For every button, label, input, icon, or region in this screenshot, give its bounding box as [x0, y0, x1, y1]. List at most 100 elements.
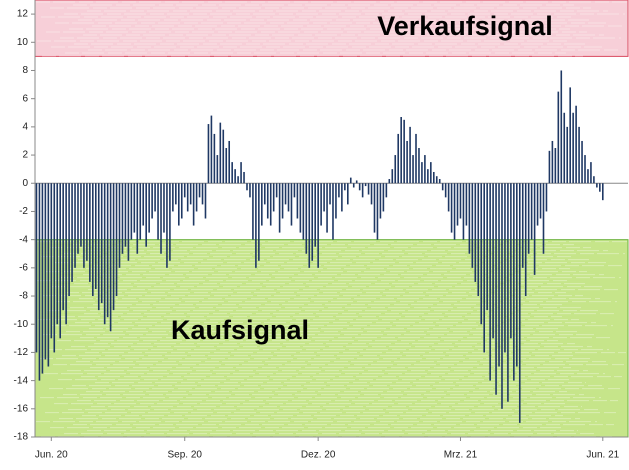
- bar: [453, 183, 456, 240]
- bar: [243, 171, 245, 184]
- bar: [355, 180, 358, 184]
- bar: [136, 183, 139, 254]
- bar: [578, 126, 580, 184]
- x-tick-label: Jun. 21: [586, 450, 619, 461]
- bar: [397, 133, 400, 184]
- bar: [228, 140, 231, 184]
- bar: [391, 169, 394, 184]
- bar: [474, 183, 477, 282]
- bar: [415, 133, 417, 184]
- x-tick-label: Jun. 20: [35, 450, 68, 461]
- bar: [198, 183, 201, 198]
- bar: [157, 183, 159, 240]
- bar: [385, 183, 388, 198]
- bar: [261, 183, 263, 226]
- bar: [412, 155, 414, 184]
- bar: [154, 183, 156, 212]
- bar: [178, 183, 180, 226]
- bar: [115, 183, 118, 297]
- bar: [447, 183, 450, 212]
- bar: [510, 183, 512, 339]
- bar: [507, 183, 509, 402]
- bar: [344, 183, 346, 191]
- bar: [323, 183, 325, 212]
- bar: [459, 183, 462, 219]
- signal-band: [34, 0, 629, 57]
- bar: [563, 112, 566, 184]
- bar: [441, 183, 444, 191]
- y-tick-label: -8: [19, 291, 28, 302]
- bar: [477, 183, 480, 297]
- bar: [456, 183, 459, 226]
- bar: [418, 148, 420, 184]
- bar: [201, 183, 204, 205]
- bar: [56, 183, 59, 325]
- bar: [249, 183, 251, 198]
- bar: [521, 183, 524, 268]
- bar: [338, 183, 340, 198]
- bar: [427, 169, 429, 184]
- bar: [258, 183, 260, 261]
- bar: [548, 150, 551, 184]
- bar: [376, 183, 379, 240]
- bar: [272, 183, 275, 212]
- bar: [581, 140, 583, 184]
- bar: [551, 140, 554, 184]
- bar: [489, 183, 491, 381]
- bar: [432, 171, 435, 184]
- bar: [388, 179, 391, 184]
- y-tick-label: 8: [22, 65, 28, 76]
- bar: [225, 148, 228, 184]
- bar: [332, 183, 334, 240]
- bar: [329, 183, 331, 205]
- band-label: Verkaufsignal: [377, 11, 553, 41]
- bar: [424, 155, 426, 184]
- bar: [172, 183, 174, 212]
- y-tick-label: 0: [22, 178, 28, 189]
- bar: [269, 183, 272, 226]
- bar: [65, 183, 67, 325]
- bar: [513, 183, 515, 381]
- x-tick-label: Mrz. 21: [444, 450, 478, 461]
- bar: [364, 183, 367, 187]
- bar: [358, 183, 361, 191]
- bar: [186, 183, 189, 212]
- bar: [302, 183, 305, 240]
- bar: [572, 112, 574, 184]
- bar: [400, 117, 402, 184]
- bar: [471, 183, 474, 268]
- bar: [542, 183, 545, 254]
- bar: [465, 183, 468, 226]
- bar: [299, 183, 302, 233]
- bar: [516, 183, 518, 367]
- bar: [266, 183, 269, 219]
- bar: [124, 183, 127, 247]
- bar: [421, 162, 423, 184]
- bar: [601, 183, 604, 201]
- band-label: Kaufsignal: [171, 315, 309, 345]
- bar: [204, 183, 207, 219]
- y-tick-label: -2: [19, 206, 28, 217]
- bar: [68, 183, 70, 297]
- bar: [175, 183, 177, 205]
- bar: [207, 124, 210, 184]
- bar: [545, 183, 548, 212]
- bar: [219, 122, 222, 184]
- bar: [435, 176, 438, 184]
- bar: [103, 183, 106, 325]
- bar: [486, 183, 488, 311]
- bar: [121, 183, 124, 254]
- bar: [118, 183, 121, 268]
- bar: [409, 126, 411, 184]
- y-tick-label: -14: [14, 375, 29, 386]
- bar: [169, 183, 171, 261]
- bar: [406, 140, 408, 184]
- bar: [560, 70, 563, 184]
- bar: [284, 183, 287, 205]
- bar: [498, 183, 500, 367]
- bar: [148, 183, 150, 233]
- bar: [430, 162, 432, 184]
- bar: [100, 183, 103, 304]
- bar: [536, 183, 539, 226]
- bar: [142, 183, 145, 226]
